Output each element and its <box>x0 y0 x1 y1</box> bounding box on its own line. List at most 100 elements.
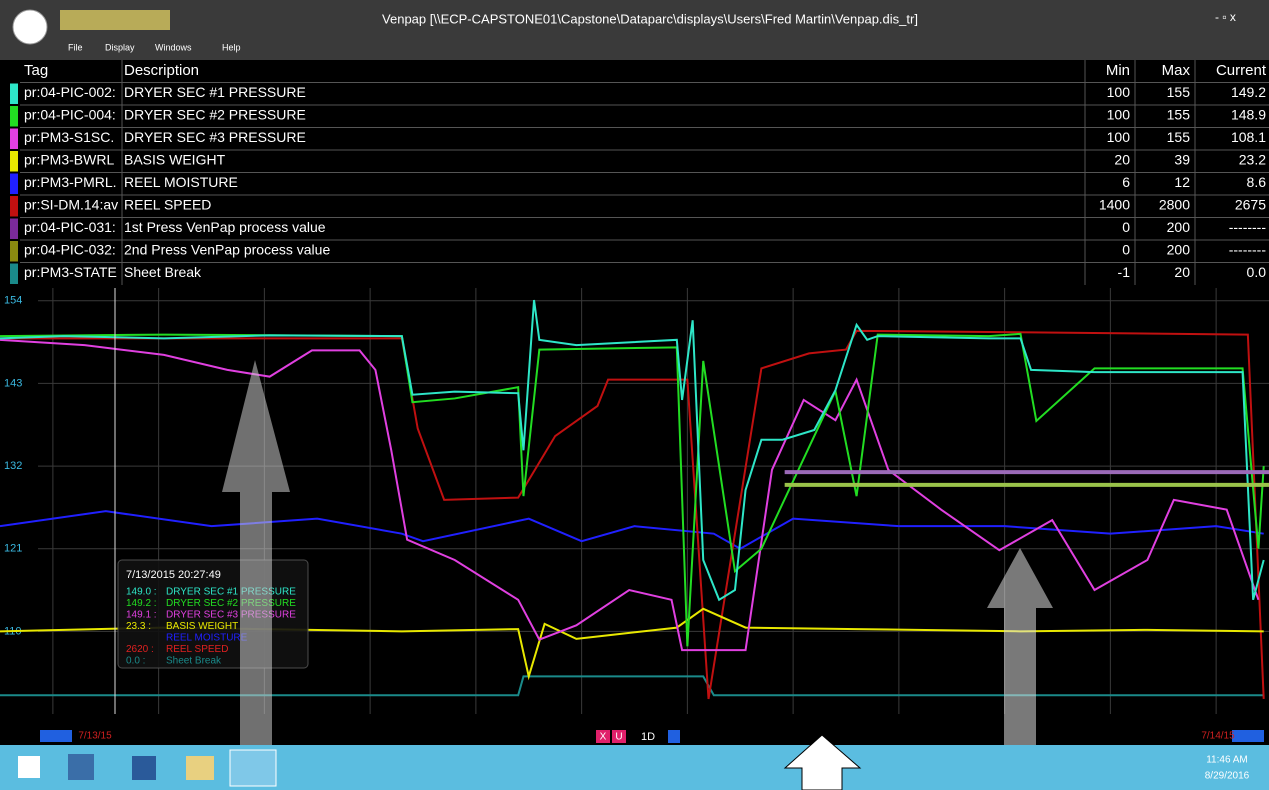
tooltip-name: REEL MOISTURE <box>166 633 248 644</box>
cell: 2800 <box>1159 197 1190 213</box>
window-title: Venpap [\\ECP-CAPSTONE01\Capstone\Datapa… <box>382 11 918 26</box>
menu-item[interactable]: File <box>68 42 83 52</box>
cell: 0 <box>1122 219 1130 235</box>
y-tick-label: 143 <box>4 377 22 389</box>
menu-item[interactable]: Help <box>222 42 241 52</box>
cell: REEL MOISTURE <box>124 174 238 190</box>
cell: BASIS WEIGHT <box>124 152 226 168</box>
tooltip-name: DRYER SEC #2 PRESSURE <box>166 598 296 609</box>
cell: 108.1 <box>1231 129 1266 145</box>
tooltip-time: 7/13/2015 20:27:49 <box>126 569 221 581</box>
cell: 155 <box>1167 129 1191 145</box>
cell: pr:04-PIC-004: <box>24 107 116 123</box>
trend-line <box>0 607 1264 681</box>
cell: 1400 <box>1099 197 1130 213</box>
column-header: Min <box>1106 62 1130 79</box>
taskbar-app[interactable] <box>186 756 214 780</box>
menu-item[interactable]: Windows <box>155 42 192 52</box>
row-color <box>10 241 18 262</box>
cell: 2675 <box>1235 197 1266 213</box>
cell: 149.2 <box>1231 84 1266 100</box>
cell: Sheet Break <box>124 264 202 280</box>
arrow <box>987 548 1053 790</box>
taskbar-app-active[interactable] <box>229 749 277 787</box>
cell: 100 <box>1107 107 1131 123</box>
tooltip-value: 0.0 : <box>126 656 145 667</box>
tooltip-value: 149.0 : <box>126 587 157 598</box>
cell: pr:PM3-STATE <box>24 264 117 280</box>
row-color <box>10 83 18 104</box>
cell: DRYER SEC #1 PRESSURE <box>124 84 306 100</box>
window-controls[interactable]: - ▫ x <box>1215 10 1236 24</box>
taskbar-app[interactable] <box>132 756 156 780</box>
nav-right[interactable] <box>1232 730 1264 742</box>
annotation-arrows <box>222 360 1053 790</box>
taskbar-app[interactable] <box>68 754 94 780</box>
time-bar <box>0 714 1269 745</box>
btn-x-label: X <box>600 732 607 743</box>
menu-item[interactable]: Display <box>105 42 135 52</box>
cell: -1 <box>1118 264 1131 280</box>
row-color <box>10 196 18 217</box>
start-button[interactable] <box>18 756 40 778</box>
row-color <box>10 151 18 172</box>
y-tick-label: 132 <box>4 460 22 472</box>
cell: 6 <box>1122 174 1130 190</box>
nav-left[interactable] <box>40 730 72 742</box>
tooltip-value: 2620 : <box>126 644 154 655</box>
cell: pr:PM3-PMRL. <box>24 174 117 190</box>
row-color <box>10 128 18 149</box>
btn-u[interactable] <box>612 730 626 743</box>
cell: -------- <box>1229 219 1267 235</box>
trend-line <box>0 332 1265 647</box>
tooltip-name: Sheet Break <box>166 656 222 667</box>
clock-date: 8/29/2016 <box>1205 771 1250 782</box>
arrow <box>222 360 290 790</box>
title-bar <box>0 0 1269 60</box>
cell: 200 <box>1167 219 1191 235</box>
cell: 200 <box>1167 242 1191 258</box>
end-date: 7/14/15 <box>1201 731 1235 742</box>
cell: 20 <box>1174 264 1190 280</box>
trend-line <box>0 675 1264 697</box>
row-color <box>10 263 18 284</box>
tooltip-name: DRYER SEC #3 PRESSURE <box>166 610 296 621</box>
cell: pr:04-PIC-032: <box>24 242 116 258</box>
row-color <box>10 173 18 194</box>
btn-u-label: U <box>615 732 622 743</box>
column-header: Tag <box>24 62 48 79</box>
cell: 100 <box>1107 129 1131 145</box>
cell: REEL SPEED <box>124 197 211 213</box>
cell: 0.0 <box>1247 264 1267 280</box>
cell: 23.2 <box>1239 152 1266 168</box>
row-color <box>10 106 18 127</box>
cell: 2nd Press VenPap process value <box>124 242 330 258</box>
cell: pr:SI-DM.14:av <box>24 197 118 213</box>
cell: 0 <box>1122 242 1130 258</box>
cell: 12 <box>1174 174 1190 190</box>
tooltip-value: 149.1 : <box>126 610 157 621</box>
clock-time: 11:46 AM <box>1206 755 1248 766</box>
btn-x[interactable] <box>596 730 610 743</box>
cell: 148.9 <box>1231 107 1266 123</box>
tooltip-name: BASIS WEIGHT <box>166 621 238 632</box>
cell: 20 <box>1114 152 1130 168</box>
tooltip-name: REEL SPEED <box>166 644 228 655</box>
trend-line <box>0 510 1264 550</box>
trend-line <box>0 329 1265 700</box>
cell: DRYER SEC #3 PRESSURE <box>124 129 306 145</box>
cell: 39 <box>1174 152 1190 168</box>
range-dropdown[interactable] <box>668 730 680 743</box>
cell: 155 <box>1167 84 1191 100</box>
cell: 8.6 <box>1247 174 1267 190</box>
range-label[interactable]: 1D <box>641 731 655 743</box>
y-tick-label: 121 <box>4 543 22 555</box>
quick-access[interactable] <box>60 10 170 30</box>
cell: 1st Press VenPap process value <box>124 219 326 235</box>
cell: pr:04-PIC-002: <box>24 84 116 100</box>
cell: 100 <box>1107 84 1131 100</box>
cell: pr:04-PIC-031: <box>24 219 116 235</box>
app-icon[interactable] <box>12 9 48 45</box>
y-tick-label: 154 <box>4 295 22 307</box>
tag-table <box>0 60 1269 288</box>
